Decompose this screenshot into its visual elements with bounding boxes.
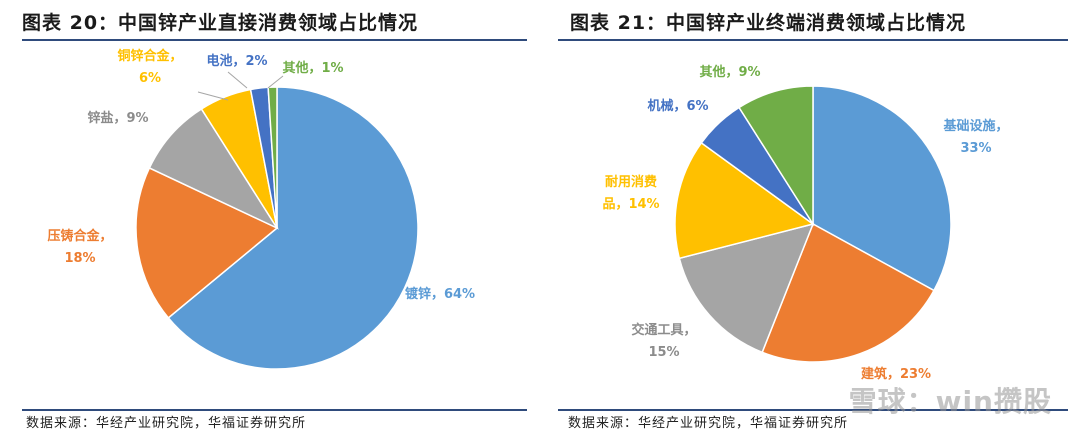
chart-panel-left: 图表 20：中国锌产业直接消费领域占比情况 镀锌，64% 压铸合金， 18% 锌盐，9… bbox=[22, 12, 527, 431]
chart-panel-right: 图表 21：中国锌产业终端消费领域占比情况 基础设施， 33% 建筑，23% 交通工具… bbox=[540, 0, 1080, 437]
slice-label: 机械，6% bbox=[647, 98, 708, 114]
slice-label: 建筑，23% bbox=[861, 366, 931, 382]
chart-title: 图表 21：中国锌产业终端消费领域占比情况 bbox=[570, 12, 967, 34]
leader-line bbox=[197, 91, 229, 101]
source-note: 数据来源：华经产业研究院，华福证券研究所 bbox=[568, 416, 849, 431]
pie-chart-left: 镀锌，64% 压铸合金， 18% 锌盐，9% 铜锌合金， 6% 电池，2% 其他，1% bbox=[47, 48, 475, 370]
source-note: 数据来源：华经产业研究院，华福证券研究所 bbox=[26, 416, 307, 431]
chart-title: 图表 20：中国锌产业直接消费领域占比情况 bbox=[22, 12, 419, 34]
leader-line bbox=[267, 75, 284, 89]
slice-value-label: 6% bbox=[139, 71, 161, 86]
slice-label: 耐用消费 bbox=[605, 174, 657, 190]
pie-slice-6 bbox=[738, 85, 814, 227]
slice-label: 其他，9% bbox=[699, 64, 760, 80]
source-rule bbox=[22, 409, 527, 411]
pie-slice-2 bbox=[135, 166, 279, 319]
title-rule bbox=[558, 39, 1068, 41]
pie-slice-1 bbox=[812, 85, 952, 292]
watermark: 雪球：win攒股 bbox=[848, 385, 1052, 418]
pie-slice-2 bbox=[761, 222, 935, 363]
slice-label: 压铸合金， bbox=[47, 228, 112, 244]
pie-slice-3 bbox=[678, 222, 815, 354]
leader-line bbox=[227, 71, 248, 89]
slice-label: 铜锌合金， bbox=[116, 48, 182, 64]
pie-slice-4 bbox=[674, 141, 815, 260]
pie-slice-1 bbox=[167, 86, 419, 370]
slice-label: 镀锌，64% bbox=[405, 286, 475, 302]
slice-value-label: 18% bbox=[64, 251, 95, 266]
slice-label: 基础设施， bbox=[942, 118, 1008, 134]
slice-value-label: 33% bbox=[960, 141, 991, 156]
slice-value-label: 15% bbox=[648, 345, 679, 360]
slice-value-label: 品，14% bbox=[602, 197, 659, 212]
slice-label: 锌盐，9% bbox=[87, 110, 148, 126]
slice-label: 其他，1% bbox=[282, 60, 343, 76]
pie-slice-3 bbox=[148, 107, 280, 230]
title-rule bbox=[22, 39, 527, 41]
slice-label: 电池，2% bbox=[206, 53, 267, 69]
slice-label: 交通工具， bbox=[631, 322, 696, 338]
source-rule bbox=[558, 409, 1068, 411]
